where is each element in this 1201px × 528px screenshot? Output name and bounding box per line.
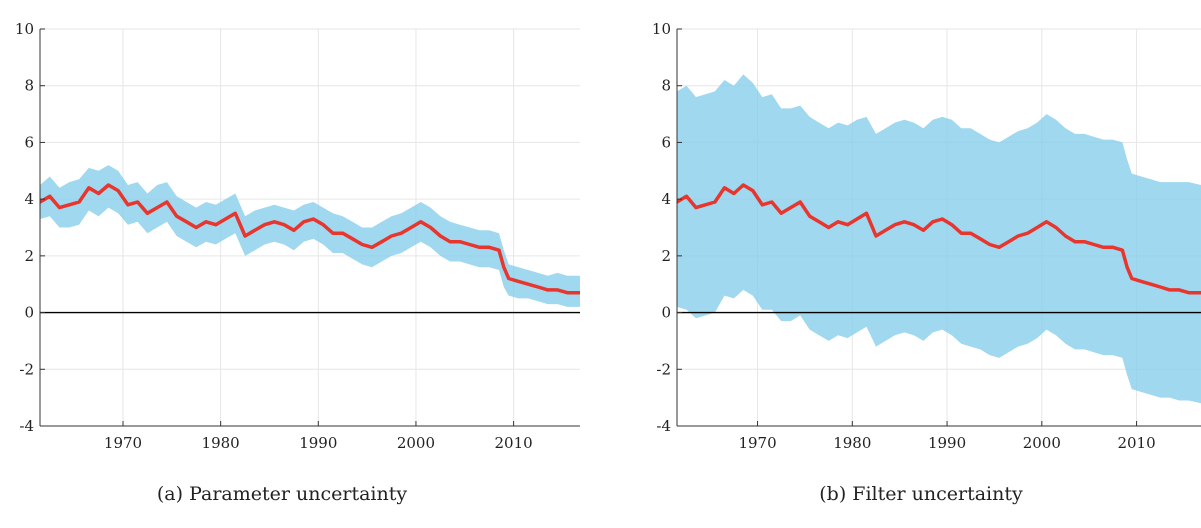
y-tick-label: 8 [24, 77, 34, 95]
chart-panel-b: -4 -2 0 2 4 6 8 10 1970 1980 1990 2000 2010 (b) Filte… [652, 20, 1201, 505]
uncertainty-band [677, 74, 1201, 404]
y-tick-label: 0 [24, 304, 34, 322]
y-tick-label: -4 [656, 417, 671, 435]
y-tick-label: 2 [24, 247, 34, 265]
chart-caption: (a) Parameter uncertainty [157, 483, 407, 505]
uncertainty-band [40, 165, 580, 307]
y-tick-label: -4 [19, 417, 34, 435]
x-tick-label: 2000 [397, 434, 435, 452]
x-tick-label: 2010 [1117, 434, 1155, 452]
y-tick-label: 8 [661, 77, 671, 95]
x-tick-label: 1970 [104, 434, 142, 452]
y-tick-label: 2 [661, 247, 671, 265]
y-tick-label: 6 [24, 133, 34, 151]
x-tick-label: 2010 [495, 434, 533, 452]
x-tick-label: 1980 [202, 434, 240, 452]
x-tick-label: 1980 [833, 434, 871, 452]
y-tick-label: -2 [19, 360, 34, 378]
x-tick-label: 1990 [299, 434, 337, 452]
y-tick-label: 6 [661, 133, 671, 151]
median-line [40, 183, 580, 295]
y-tick-label: 0 [661, 304, 671, 322]
y-tick-label: 4 [661, 190, 671, 208]
x-tick-label: 1990 [928, 434, 966, 452]
y-tick-label: 10 [15, 20, 34, 38]
chart-caption: (b) Filter uncertainty [819, 483, 1023, 505]
chart-panel-a: -4 -2 0 2 4 6 8 10 1970 1980 1990 2000 2010 (a) Param… [15, 20, 580, 505]
y-tick-label: 10 [652, 20, 671, 38]
median-line [677, 183, 1201, 295]
y-tick-label: -2 [656, 360, 671, 378]
y-tick-label: 4 [24, 190, 34, 208]
x-tick-label: 1970 [738, 434, 776, 452]
plot-area [677, 74, 1201, 404]
x-tick-label: 2000 [1023, 434, 1061, 452]
plot-area [40, 165, 580, 307]
